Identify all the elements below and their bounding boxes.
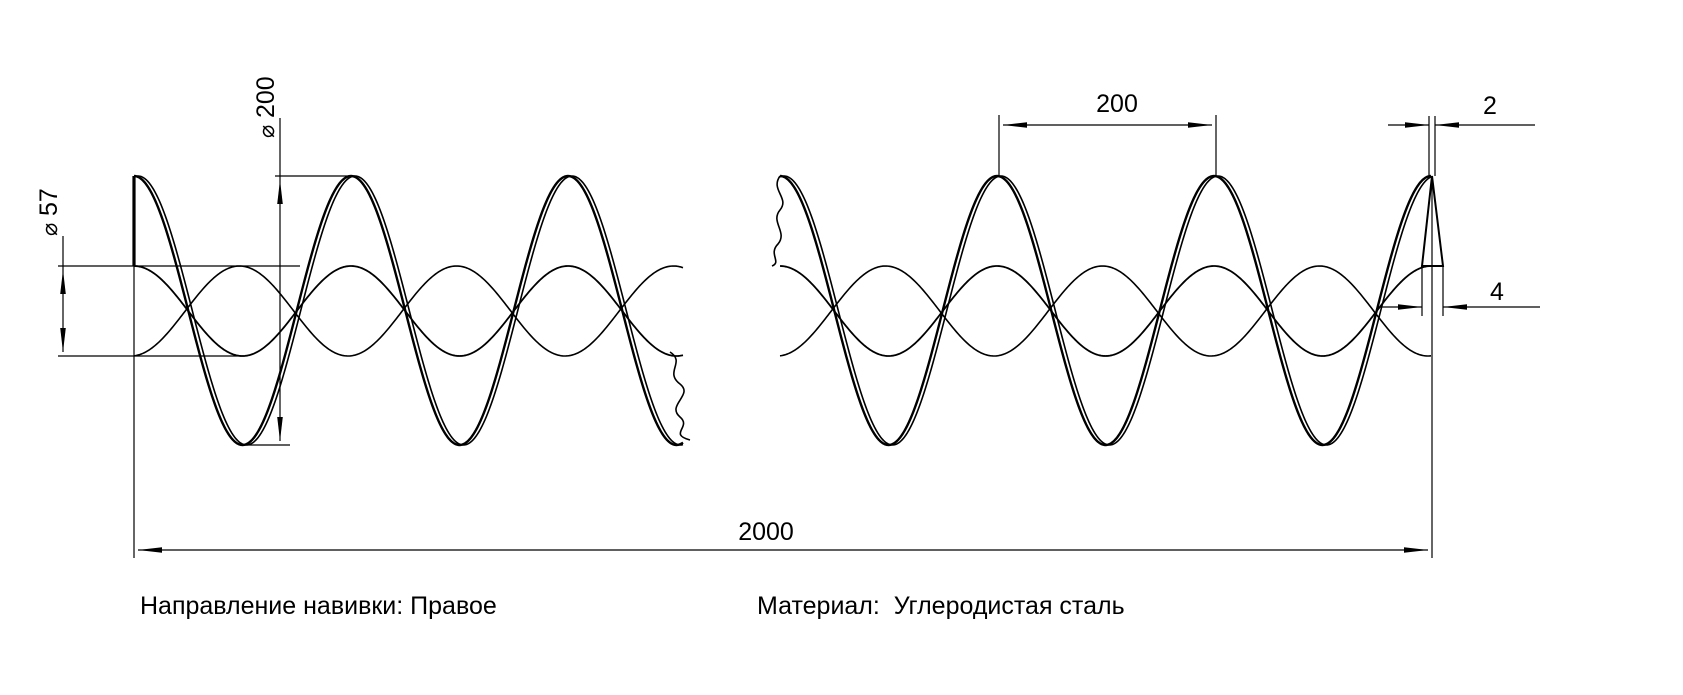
helix-left-section	[133, 174, 684, 447]
winding-value: Правое	[410, 592, 497, 620]
dim-outer-diameter-label: ⌀ 200	[252, 76, 280, 138]
diameter-symbol: ⌀	[37, 223, 62, 236]
dim-thickness-outer-value: 2	[1483, 92, 1497, 120]
winding-label: Направление навивки:	[140, 592, 404, 620]
helix-outer-edge	[779, 174, 1432, 447]
dim-shaft-diameter-value: 57	[35, 188, 63, 216]
dimension-lines	[60, 118, 1540, 553]
material-note: Материал: Углеродистая сталь	[757, 592, 1125, 621]
helix-inner-edge-back	[779, 265, 1432, 357]
extension-lines	[58, 115, 1444, 558]
material-value: Углеродистая сталь	[893, 592, 1125, 620]
material-label: Материал:	[757, 592, 880, 620]
dim-shaft-diameter-label: ⌀ 57	[35, 188, 63, 236]
helix-inner-edge	[133, 265, 684, 357]
helix-outer-edge-back	[133, 175, 684, 446]
break-line-right	[771, 175, 784, 267]
winding-direction-note: Направление навивки: Правое	[140, 592, 497, 621]
dim-thickness-inner-value: 4	[1490, 278, 1504, 306]
helix-inner-edge-back	[133, 265, 684, 357]
helix-right-section	[779, 174, 1432, 447]
dim-total-length-value: 2000	[738, 518, 794, 546]
diameter-symbol: ⌀	[254, 125, 279, 138]
dim-outer-diameter-value: 200	[252, 76, 280, 118]
dim-pitch-value: 200	[1096, 90, 1138, 118]
helix-inner-edge	[779, 265, 1432, 357]
break-line-left	[669, 351, 691, 441]
helix-outer-edge	[133, 174, 684, 447]
helix-outer-edge-back	[779, 175, 1432, 446]
